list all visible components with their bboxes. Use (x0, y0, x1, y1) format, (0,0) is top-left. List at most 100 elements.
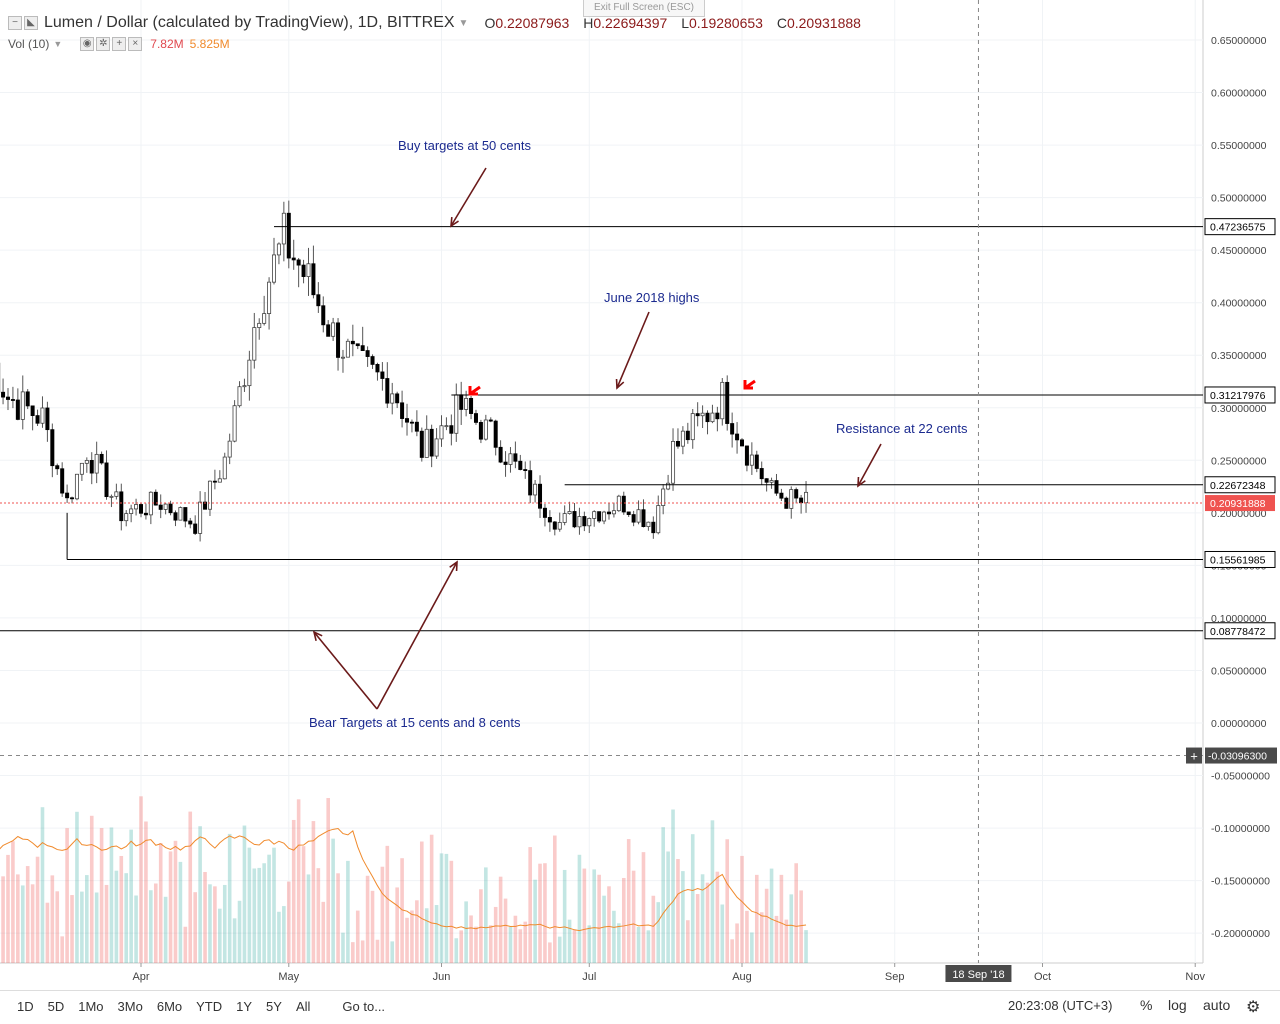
chevron-down-icon[interactable]: ▼ (458, 17, 469, 29)
candle (542, 503, 547, 527)
volume-bar (203, 871, 207, 963)
volume-bar (533, 879, 537, 963)
volume-bar (454, 938, 459, 963)
volume-bar (557, 936, 562, 963)
range-1mo[interactable]: 1Mo (78, 998, 104, 1014)
volume-bar (631, 870, 636, 963)
percent-toggle[interactable]: % (1140, 997, 1153, 1013)
volume-bar (286, 881, 291, 963)
volume-bar (331, 838, 335, 963)
range-3mo[interactable]: 3Mo (117, 998, 143, 1014)
candle (84, 457, 89, 473)
gear-icon[interactable]: ⚙ (1246, 999, 1261, 1016)
volume-bar (661, 827, 665, 963)
candle (55, 463, 60, 475)
volume-bar (617, 923, 621, 963)
log-toggle[interactable]: log (1168, 997, 1187, 1013)
june-highs-arrow (615, 311, 650, 390)
volume-bar (139, 796, 143, 963)
candle (40, 396, 45, 428)
range-all[interactable]: All (295, 998, 311, 1014)
candle (99, 451, 104, 465)
gear-icon[interactable]: ✲ (96, 37, 111, 51)
candle (89, 452, 94, 485)
candle (281, 201, 286, 262)
bear-target-arrow-15c (376, 560, 458, 710)
eye-icon[interactable]: ◉ (80, 37, 95, 51)
candle (217, 470, 222, 483)
volume-bar (434, 905, 439, 963)
candle (577, 507, 582, 535)
candle (552, 521, 557, 536)
candle (168, 500, 173, 516)
range-ytd[interactable]: YTD (196, 998, 223, 1014)
crosshair-plus-button[interactable]: + (1186, 747, 1202, 764)
range-1y[interactable]: 1Y (236, 998, 253, 1014)
volume-bar (607, 886, 611, 963)
range-1d[interactable]: 1D (17, 998, 34, 1014)
candle (336, 318, 341, 371)
volume-bar (686, 920, 690, 963)
volume-bar (543, 863, 547, 963)
volume-bar (355, 910, 360, 963)
volume-bar (85, 875, 89, 963)
range-6mo[interactable]: 6Mo (156, 998, 183, 1014)
volume-bar (360, 940, 365, 963)
candle (370, 354, 375, 369)
volume-bar (346, 860, 350, 963)
y-tick-label: 0.45000000 (1211, 245, 1267, 257)
volume-bar (538, 863, 542, 963)
volume-bar (16, 874, 20, 963)
svg-text:0.15561985: 0.15561985 (1210, 554, 1266, 566)
y-tick-label: 0.40000000 (1211, 298, 1267, 310)
close-icon[interactable]: × (128, 37, 143, 51)
volume-bar (242, 825, 247, 963)
volume-bar (370, 890, 375, 963)
volume-bar (459, 930, 464, 963)
candle (331, 317, 336, 341)
candle (365, 346, 370, 367)
volume-bar (449, 860, 454, 963)
plus-icon[interactable]: + (112, 37, 127, 51)
candle (148, 491, 153, 525)
volume-bar (124, 873, 129, 963)
candle (666, 474, 671, 491)
range-5y[interactable]: 5Y (266, 998, 282, 1014)
candle (562, 505, 567, 526)
candle (799, 494, 804, 514)
x-tick-label: Nov (1185, 971, 1205, 983)
candle (5, 388, 10, 411)
volume-bar (745, 910, 749, 963)
volume-bar (513, 915, 518, 963)
candle (232, 400, 237, 443)
candle (488, 417, 493, 423)
buy-target-arrow (450, 167, 487, 228)
volume-bar (415, 900, 419, 963)
candle (247, 350, 252, 401)
candle (15, 388, 20, 421)
y-tick-label: 0.25000000 (1211, 455, 1267, 467)
candle (459, 381, 464, 425)
candle (385, 362, 390, 408)
candle (656, 495, 661, 535)
volume-bar (173, 840, 178, 963)
symbol-title[interactable]: Lumen / Dollar (calculated by TradingVie… (44, 14, 455, 31)
volume-bar (6, 854, 10, 963)
volume-bar (311, 821, 316, 963)
annotation-buy-targets: Buy targets at 50 cents (398, 138, 531, 153)
volume-bar (237, 900, 242, 963)
volume-label[interactable]: Vol (10) (8, 37, 50, 51)
auto-toggle[interactable]: auto (1203, 997, 1231, 1013)
range-5d[interactable]: 5D (47, 998, 65, 1014)
candle (769, 477, 774, 489)
exit-fullscreen-button[interactable]: Exit Full Screen (ESC) (583, 0, 705, 17)
collapse-icon[interactable]: − (8, 16, 22, 30)
candle (671, 428, 676, 491)
candle (626, 511, 631, 517)
goto-button[interactable]: Go to... (342, 998, 386, 1014)
candle (710, 404, 715, 424)
x-tick-label: Apr (132, 971, 149, 983)
chevron-down-icon[interactable]: ▼ (53, 39, 63, 49)
candle (316, 282, 321, 313)
